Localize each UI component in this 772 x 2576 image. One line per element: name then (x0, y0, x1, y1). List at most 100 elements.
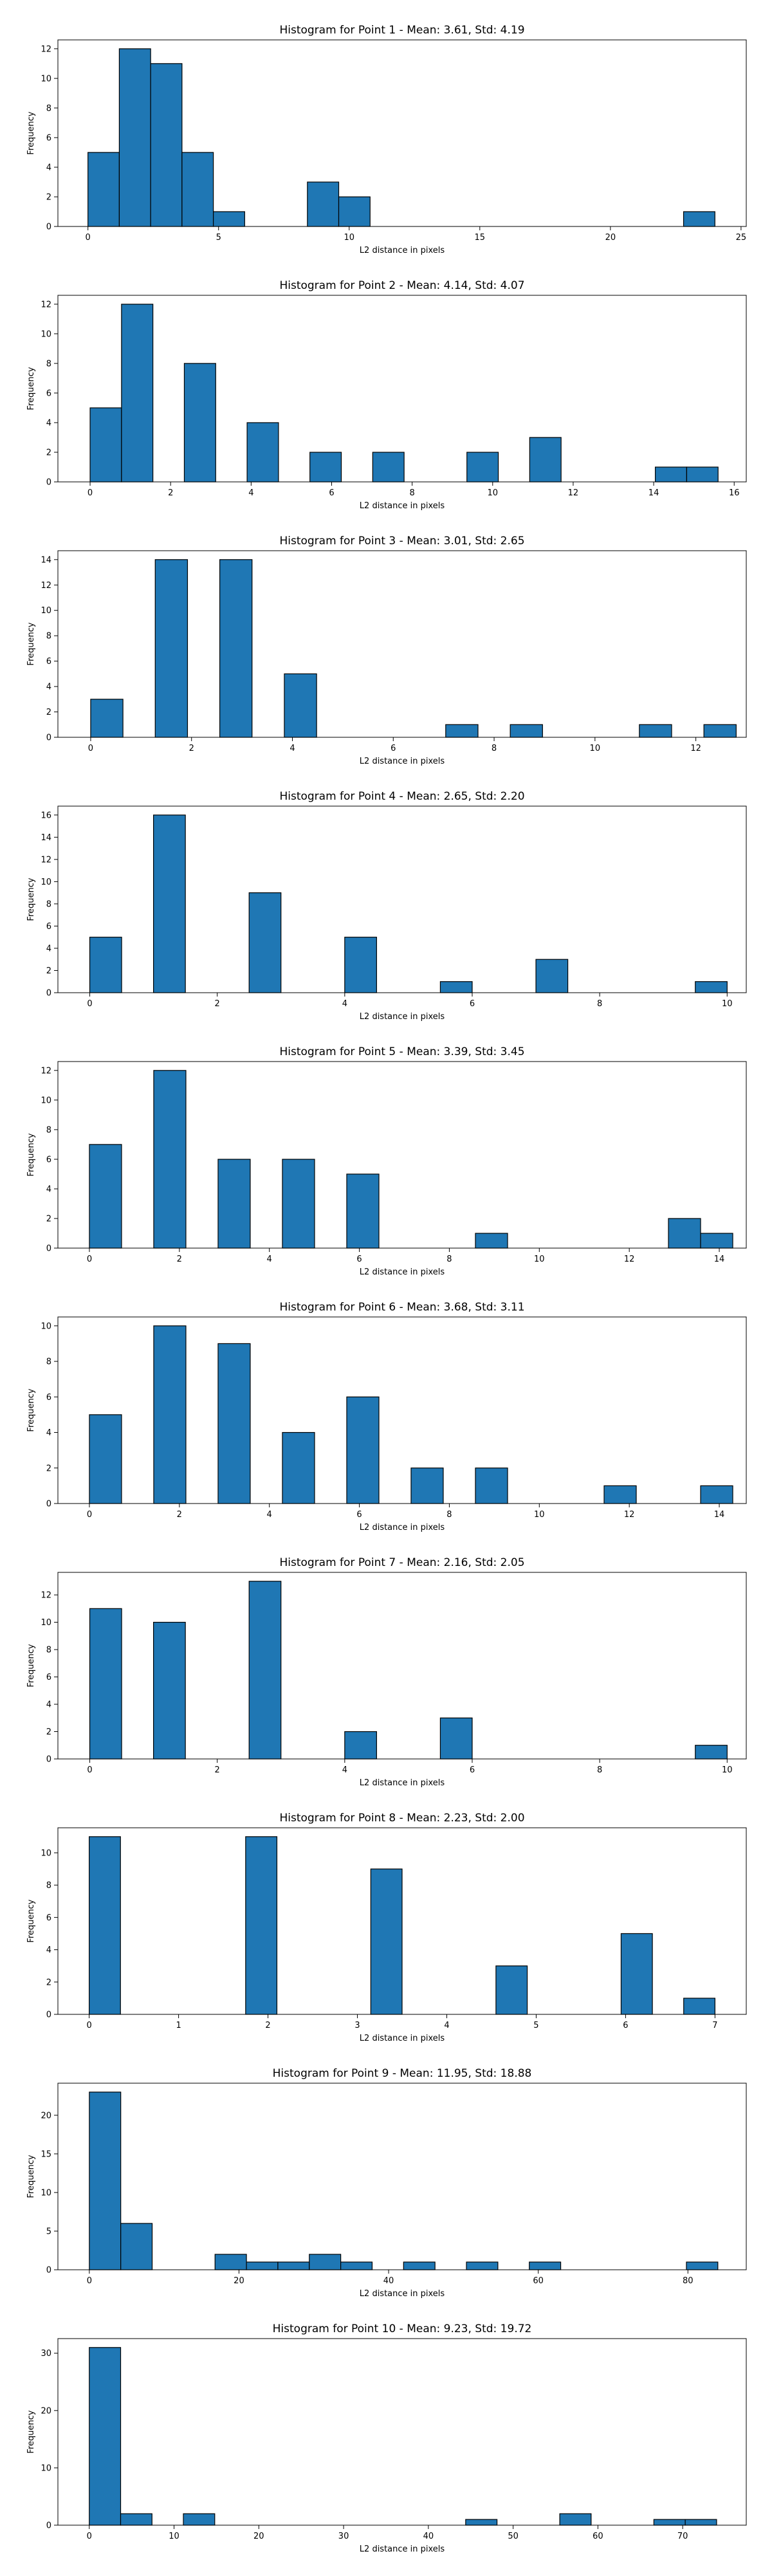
histogram-bar (214, 2254, 247, 2270)
x-axis-label: L2 distance in pixels (360, 1778, 445, 1788)
x-tick-label: 2 (177, 1510, 182, 1520)
x-tick-label: 2 (189, 744, 194, 753)
y-tick-label: 8 (46, 632, 51, 641)
histogram-bar (183, 363, 216, 483)
y-tick-label: 2 (46, 1978, 51, 1987)
x-tick-label: 2 (168, 488, 173, 498)
plot-frame (57, 805, 747, 993)
y-tick-label: 6 (46, 1155, 51, 1164)
y-tick-label: 8 (46, 899, 51, 909)
x-axis-label: L2 distance in pixels (360, 2544, 445, 2554)
x-tick-label: 5 (533, 2021, 538, 2030)
bars (89, 304, 719, 483)
y-tick-label: 8 (46, 1646, 51, 1655)
x-tick-label: 0 (86, 233, 91, 243)
histogram-bar (695, 1745, 728, 1760)
y-tick-label: 16 (41, 811, 51, 820)
chart-panel-5: Histogram for Point 5 - Mean: 3.39, Std:… (26, 1045, 747, 1277)
plot-frame (57, 1316, 747, 1504)
x-tick-label: 4 (444, 2021, 449, 2030)
y-tick-label: 2 (46, 1214, 51, 1224)
y-tick-label: 6 (46, 657, 51, 667)
histogram-bar (683, 211, 715, 227)
x-tick-label: 8 (597, 999, 602, 1009)
x-tick-label: 14 (648, 488, 659, 498)
y-tick-label: 2 (46, 1727, 51, 1737)
plot-frame (57, 2338, 747, 2526)
x-tick-label: 8 (410, 488, 415, 498)
histogram-bar (653, 2519, 686, 2526)
x-axis-label: L2 distance in pixels (360, 501, 445, 511)
y-tick-label: 4 (46, 944, 51, 953)
histogram-bar (700, 1485, 733, 1504)
chart-title: Histogram for Point 6 - Mean: 3.68, Std:… (279, 1301, 524, 1314)
chart-title: Histogram for Point 8 - Mean: 2.23, Std:… (279, 1812, 524, 1825)
histogram-bar (309, 452, 342, 483)
y-tick-label: 10 (41, 1096, 51, 1105)
histogram-bar (282, 1159, 315, 1249)
y-tick-label: 10 (41, 878, 51, 887)
histogram-bar (219, 559, 253, 738)
y-tick-label: 6 (46, 1673, 51, 1682)
y-tick-label: 2 (46, 1464, 51, 1473)
histogram-bar (510, 724, 543, 738)
x-tick-label: 50 (508, 2532, 519, 2541)
x-tick-label: 12 (624, 1510, 635, 1520)
y-tick-label: 10 (41, 329, 51, 339)
chart-panel-10: Histogram for Point 10 - Mean: 9.23, Std… (26, 2323, 747, 2554)
x-axis-label: L2 distance in pixels (360, 1012, 445, 1022)
chart-title: Histogram for Point 7 - Mean: 2.16, Std:… (279, 1556, 524, 1569)
histogram-bar (248, 892, 282, 993)
histogram-bar (89, 1414, 122, 1504)
y-tick-label: 10 (41, 74, 51, 84)
x-tick-label: 6 (470, 999, 475, 1009)
histogram-bar (217, 1343, 251, 1504)
x-tick-label: 10 (534, 1255, 545, 1264)
bars (90, 559, 737, 738)
y-axis-label: Frequency (26, 622, 36, 665)
chart-title: Histogram for Point 1 - Mean: 3.61, Std:… (279, 24, 524, 37)
y-tick-label: 10 (41, 1618, 51, 1628)
y-tick-label: 12 (41, 1066, 51, 1076)
histogram-bar (466, 2261, 499, 2270)
histogram-bar (338, 196, 371, 227)
x-tick-label: 40 (383, 2276, 394, 2286)
histogram-bar (466, 452, 499, 483)
x-tick-label: 6 (329, 488, 334, 498)
x-tick-label: 25 (736, 233, 747, 243)
histogram-bar (153, 814, 186, 993)
histogram-bar (495, 1965, 528, 2015)
y-tick-label: 0 (46, 733, 51, 743)
histogram-bar (217, 1159, 251, 1249)
histogram-bar (118, 48, 151, 227)
histogram-bar (668, 1218, 701, 1249)
y-tick-label: 8 (46, 359, 51, 369)
histogram-bar (246, 422, 279, 483)
histogram-bar (340, 2261, 373, 2270)
histogram-bar (89, 407, 122, 483)
x-tick-label: 60 (533, 2276, 544, 2286)
histogram-bar (344, 937, 377, 993)
x-tick-label: 10 (722, 999, 733, 1009)
x-tick-label: 80 (683, 2276, 694, 2286)
y-tick-label: 10 (41, 2188, 51, 2198)
y-tick-label: 10 (41, 1848, 51, 1858)
y-axis-label: Frequency (26, 2410, 36, 2453)
x-tick-label: 2 (177, 1255, 182, 1264)
x-tick-label: 8 (446, 1255, 452, 1264)
y-axis-label: Frequency (26, 111, 36, 154)
histogram-bar (307, 181, 340, 227)
chart-panel-9: Histogram for Point 9 - Mean: 11.95, Std… (26, 2067, 747, 2299)
histogram-bar (89, 2347, 122, 2526)
x-tick-label: 0 (87, 1765, 92, 1775)
x-tick-label: 7 (712, 2021, 717, 2030)
chart-panel-4: Histogram for Point 4 - Mean: 2.65, Std:… (26, 790, 747, 1022)
x-tick-label: 15 (475, 233, 486, 243)
y-axis-label: Frequency (26, 1899, 36, 1942)
histogram-bar (475, 1233, 508, 1249)
y-tick-label: 0 (46, 1500, 51, 1509)
y-tick-label: 4 (46, 163, 51, 172)
histogram-bar (89, 2092, 122, 2270)
x-tick-label: 0 (86, 2021, 91, 2030)
chart-title: Histogram for Point 5 - Mean: 3.39, Std:… (279, 1045, 524, 1058)
